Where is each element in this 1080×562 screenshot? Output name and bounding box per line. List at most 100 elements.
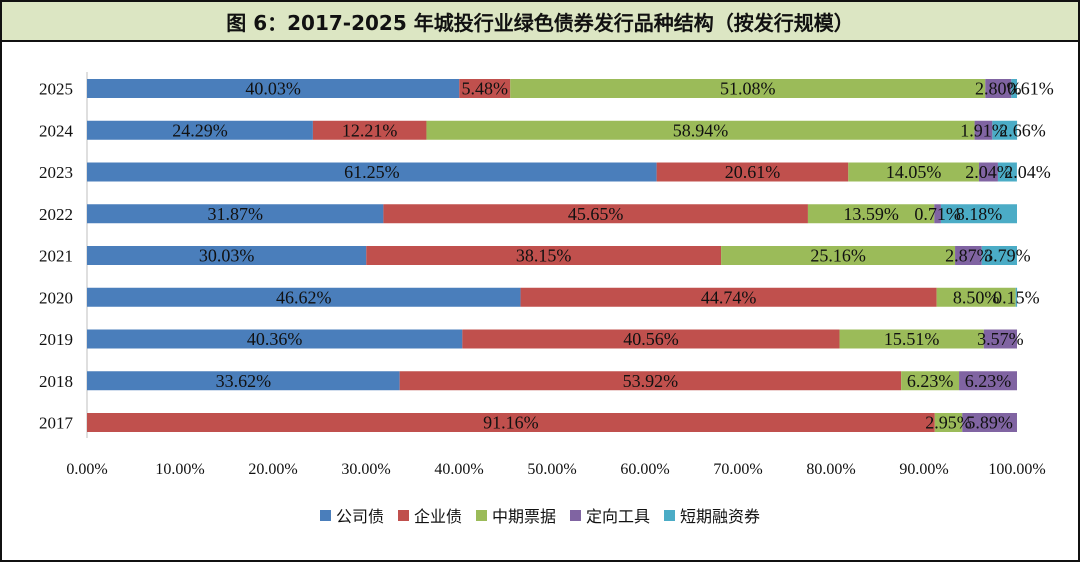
bar-segment bbox=[366, 246, 722, 265]
year-label: 2025 bbox=[39, 80, 73, 99]
bar-segment bbox=[87, 162, 657, 182]
bar-segment bbox=[87, 79, 460, 98]
data-label: 6.23% bbox=[965, 371, 1012, 391]
data-label: 58.94% bbox=[673, 120, 729, 140]
data-label: 51.08% bbox=[720, 79, 776, 99]
bar-segment bbox=[87, 329, 463, 349]
bar-segment bbox=[383, 204, 808, 224]
bar-segment bbox=[992, 120, 1018, 140]
bar-segment bbox=[997, 162, 1017, 182]
bar-segment bbox=[981, 246, 1017, 265]
data-label: 46.62% bbox=[276, 287, 332, 307]
bar-segment bbox=[940, 204, 1017, 224]
x-tick-label: 10.00% bbox=[155, 461, 204, 478]
legend-item: 企业债 bbox=[397, 503, 462, 527]
year-label: 2018 bbox=[39, 372, 73, 391]
legend-swatch bbox=[319, 509, 331, 521]
data-label: 6.23% bbox=[907, 371, 954, 391]
x-tick-label: 70.00% bbox=[713, 461, 762, 478]
data-label: 2.95% bbox=[925, 413, 972, 433]
bar-segment bbox=[934, 204, 941, 224]
legend-item: 中期票据 bbox=[475, 503, 556, 527]
bar-segment bbox=[312, 120, 427, 140]
data-label: 44.74% bbox=[701, 287, 757, 307]
bar-segment bbox=[462, 329, 840, 349]
data-label: 61.25% bbox=[344, 162, 400, 182]
x-tick-label: 50.00% bbox=[527, 461, 576, 478]
legend-item: 公司债 bbox=[319, 503, 384, 527]
year-label: 2017 bbox=[39, 414, 74, 433]
x-tick-label: 90.00% bbox=[899, 461, 948, 478]
bar-segment bbox=[934, 413, 963, 432]
bar-segment bbox=[87, 120, 313, 140]
bar-segment bbox=[459, 79, 511, 98]
data-label: 0.61% bbox=[1007, 79, 1054, 99]
bar-segment bbox=[87, 287, 521, 307]
data-label: 25.16% bbox=[810, 246, 866, 266]
bar-segment bbox=[1011, 79, 1017, 98]
legend-label: 定向工具 bbox=[586, 507, 651, 526]
x-tick-label: 80.00% bbox=[806, 461, 855, 478]
bar-segment bbox=[510, 79, 986, 98]
x-tick-label: 100.00% bbox=[988, 461, 1045, 478]
data-label: 31.87% bbox=[207, 204, 263, 224]
bar-segment bbox=[955, 246, 982, 265]
year-label: 2021 bbox=[39, 247, 73, 266]
data-label: 40.56% bbox=[623, 329, 679, 349]
legend-item: 定向工具 bbox=[570, 503, 650, 527]
bar-segment bbox=[985, 79, 1012, 98]
year-label: 2024 bbox=[39, 121, 74, 140]
bar-segment bbox=[959, 371, 1017, 391]
bar-segment bbox=[520, 287, 937, 307]
data-label: 8.50% bbox=[953, 287, 1000, 307]
year-label: 2022 bbox=[39, 205, 73, 224]
data-label: 2.04% bbox=[1004, 162, 1051, 182]
bar-segment bbox=[87, 246, 367, 265]
data-label: 30.03% bbox=[199, 246, 255, 266]
data-label: 5.48% bbox=[462, 79, 509, 99]
bar-segment bbox=[962, 413, 1017, 432]
legend-label: 中期票据 bbox=[491, 507, 556, 526]
bar-segment bbox=[721, 246, 956, 265]
x-tick-label: 20.00% bbox=[248, 461, 297, 478]
chart-title: 图 6：2017-2025 年城投行业绿色债券发行品种结构（按发行规模） bbox=[2, 2, 1078, 42]
legend-item: 短期融资券 bbox=[664, 503, 760, 527]
bar-segment bbox=[807, 204, 935, 224]
data-label: 40.36% bbox=[247, 329, 303, 349]
year-label: 2019 bbox=[39, 330, 73, 349]
year-label: 2020 bbox=[39, 288, 73, 307]
legend-label: 短期融资券 bbox=[680, 507, 761, 526]
bar-segment bbox=[974, 120, 993, 140]
x-tick-label: 0.00% bbox=[66, 461, 107, 478]
data-label: 0.71% bbox=[914, 204, 961, 224]
legend-swatch bbox=[475, 509, 487, 521]
bar-segment bbox=[983, 329, 1017, 349]
bar-segment bbox=[1015, 287, 1018, 307]
data-label: 53.92% bbox=[623, 371, 679, 391]
bar-segment bbox=[936, 287, 1016, 307]
bar-segment bbox=[87, 371, 400, 391]
data-label: 14.05% bbox=[886, 162, 942, 182]
data-label: 2.04% bbox=[965, 162, 1012, 182]
x-tick-label: 40.00% bbox=[434, 461, 483, 478]
bar-segment bbox=[426, 120, 975, 140]
data-label: 45.65% bbox=[568, 204, 624, 224]
data-label: 15.51% bbox=[884, 329, 940, 349]
data-label: 20.61% bbox=[725, 162, 781, 182]
legend-label: 企业债 bbox=[413, 507, 462, 526]
data-label: 5.89% bbox=[966, 413, 1013, 433]
data-label: 38.15% bbox=[516, 246, 572, 266]
stacked-bar-chart: 2025 40.03% 5.48% 51.08% 2.80%0.61% 2024 24.29… bbox=[39, 72, 1054, 478]
legend-swatch bbox=[664, 509, 676, 521]
legend-label: 公司债 bbox=[335, 507, 384, 526]
x-tick-label: 30.00% bbox=[341, 461, 390, 478]
year-label: 2023 bbox=[39, 163, 73, 182]
data-label: 2.66% bbox=[999, 120, 1046, 140]
bar-segment bbox=[656, 162, 849, 182]
bar-segment bbox=[839, 329, 984, 349]
data-label: 13.59% bbox=[843, 204, 899, 224]
data-label: 2.87% bbox=[945, 246, 992, 266]
bar-segment bbox=[87, 204, 384, 224]
bar-segment bbox=[978, 162, 998, 182]
data-label: 0.15% bbox=[993, 287, 1040, 307]
